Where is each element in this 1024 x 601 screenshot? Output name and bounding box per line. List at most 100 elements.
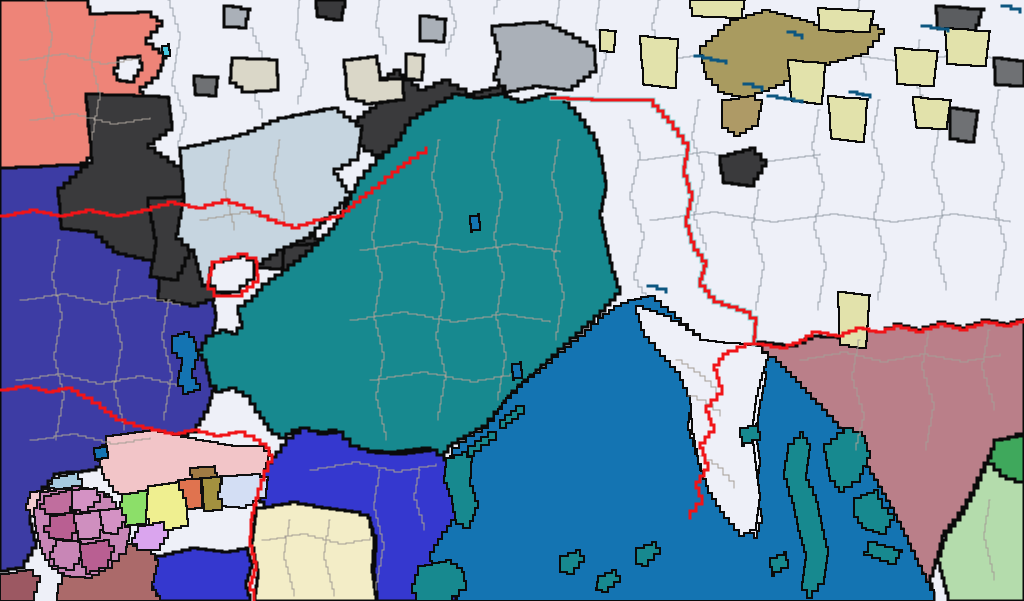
province-line	[983, 499, 995, 581]
province-line	[369, 371, 511, 383]
red-border	[688, 342, 756, 520]
alpine-lake[interactable]	[170, 330, 202, 396]
river-dash	[742, 82, 764, 92]
orchid-cell[interactable]	[70, 486, 102, 514]
teal-island[interactable]	[862, 540, 904, 566]
teal-island[interactable]	[768, 550, 790, 578]
teal-island[interactable]	[822, 426, 872, 494]
small-lake[interactable]	[510, 360, 524, 382]
teal-island[interactable]	[782, 430, 830, 600]
province-line	[309, 461, 437, 473]
silver-province[interactable]	[222, 4, 252, 30]
teal-island[interactable]	[738, 422, 762, 448]
silver-province[interactable]	[418, 14, 448, 44]
charcoal-province[interactable]	[718, 146, 768, 188]
cream-country[interactable]	[250, 500, 378, 601]
gray-province[interactable]	[192, 74, 220, 98]
small-lake[interactable]	[160, 42, 172, 60]
pale-khaki-province[interactable]	[893, 46, 940, 88]
lagoon-bar[interactable]	[498, 404, 526, 430]
river-dash	[848, 90, 872, 99]
orchid-cell[interactable]	[78, 538, 116, 576]
pale-khaki-province[interactable]	[943, 26, 992, 68]
tan-province[interactable]	[228, 56, 280, 94]
province-line	[349, 311, 551, 323]
province-line	[691, 99, 707, 251]
teal-islet[interactable]	[594, 568, 622, 594]
pale-khaki-province[interactable]	[786, 58, 828, 106]
pale-khaki-province[interactable]	[826, 94, 870, 144]
layer-statelets	[0, 428, 272, 601]
teal-coast-strip[interactable]	[442, 450, 480, 530]
river-dash	[646, 284, 668, 294]
tan-province[interactable]	[404, 52, 426, 82]
teal-island[interactable]	[852, 488, 896, 536]
province-line	[649, 211, 1011, 223]
pale-green-country[interactable]	[936, 454, 1024, 601]
province-line	[29, 113, 151, 125]
province-line	[851, 339, 865, 451]
orchid-cell[interactable]	[48, 538, 86, 572]
pale-khaki-province[interactable]	[688, 0, 746, 20]
violet-state[interactable]	[130, 520, 170, 552]
silver-province[interactable]	[490, 20, 598, 94]
small-lake[interactable]	[468, 212, 482, 234]
province-line	[111, 269, 125, 431]
province-line	[15, 373, 177, 387]
pale-khaki-province[interactable]	[598, 28, 618, 54]
teal-islet[interactable]	[634, 540, 662, 568]
pale-khaki-province[interactable]	[911, 95, 953, 131]
province-line	[167, 0, 187, 149]
small-lake[interactable]	[92, 444, 110, 462]
province-line	[931, 129, 947, 291]
province-line	[551, 139, 565, 341]
layer-province-mesh-warm	[15, 0, 1001, 597]
tan-province[interactable]	[342, 54, 406, 106]
province-line	[51, 239, 65, 441]
layer-minor-khaki	[598, 0, 992, 350]
gray-province[interactable]	[992, 56, 1024, 88]
province-line	[43, 0, 55, 121]
red-border	[0, 384, 274, 601]
teal-coast-strip[interactable]	[410, 558, 468, 601]
red-border	[0, 146, 428, 230]
province-line	[371, 199, 387, 441]
province-line	[273, 139, 285, 221]
teal-islet[interactable]	[558, 548, 586, 576]
pale-khaki-province[interactable]	[816, 6, 876, 34]
province-line	[359, 241, 561, 253]
province-line	[323, 519, 335, 597]
red-border	[206, 252, 260, 298]
royal-blue-country[interactable]	[148, 546, 254, 601]
province-line	[161, 299, 173, 421]
river-dash	[693, 54, 728, 65]
province-line	[871, 99, 887, 301]
green-country[interactable]	[986, 434, 1024, 484]
river-dash	[766, 94, 804, 104]
istria-peninsula[interactable]	[634, 304, 770, 538]
charcoal-province[interactable]	[314, 0, 347, 22]
province-line	[431, 139, 447, 421]
river-dash	[786, 30, 804, 40]
province-line	[751, 189, 765, 311]
olive-province[interactable]	[720, 94, 764, 138]
pale-khaki-province[interactable]	[836, 290, 872, 350]
red-border	[752, 318, 1024, 350]
orchid-cell[interactable]	[42, 510, 82, 542]
province-line	[19, 293, 181, 307]
orchid-cell[interactable]	[98, 506, 128, 536]
province-line	[29, 433, 151, 445]
province-line	[491, 119, 507, 401]
province-line	[413, 469, 425, 531]
pale-bluegray-country[interactable]	[174, 106, 364, 288]
lagoon-bar[interactable]	[466, 430, 498, 458]
yellow-state[interactable]	[144, 480, 190, 534]
olive-state[interactable]	[200, 474, 224, 513]
gray-province[interactable]	[948, 106, 980, 144]
pale-khaki-province[interactable]	[638, 34, 680, 90]
dark-mauve-country[interactable]	[0, 568, 42, 601]
province-line	[261, 533, 371, 545]
province-line	[675, 359, 717, 393]
